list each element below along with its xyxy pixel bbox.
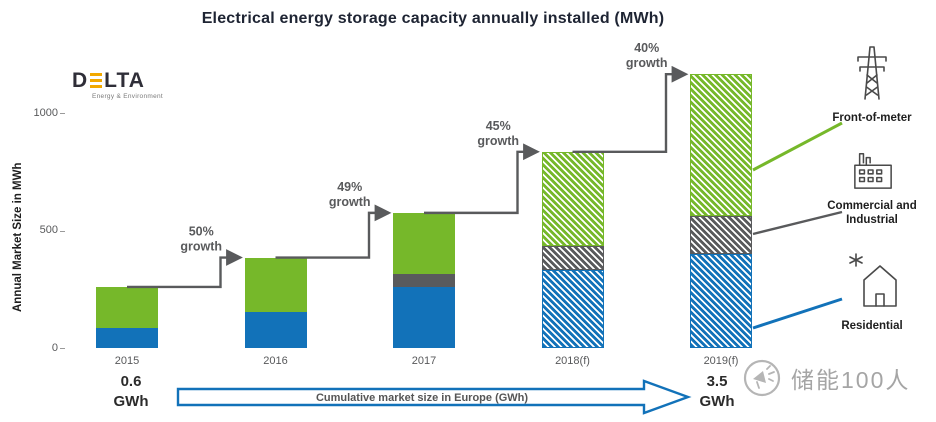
y-axis-title: Annual Market Size in MWh bbox=[12, 162, 24, 312]
logo-letter-d: D bbox=[72, 69, 89, 92]
house-icon bbox=[846, 250, 898, 310]
watermark: 储能100人 bbox=[742, 358, 910, 398]
x-axis-label: 2019(f) bbox=[703, 355, 739, 367]
x-axis-label: 2015 bbox=[114, 355, 140, 367]
y-tick-mark bbox=[60, 230, 65, 232]
x-axis-label: 2016 bbox=[263, 355, 288, 367]
legend-label-front-of-meter: Front-of-meter bbox=[832, 112, 912, 124]
bar-segment-front-of-meter-2017 bbox=[393, 212, 455, 274]
svg-text:40%growth: 40% growth bbox=[626, 41, 668, 70]
bar-segment-front-of-meter-2015 bbox=[96, 286, 158, 329]
cumulative-right-value: 3.5 GWh bbox=[681, 372, 753, 411]
factory-icon bbox=[852, 148, 894, 192]
megaphone-icon bbox=[743, 359, 781, 397]
svg-text:45%growth: 45% growth bbox=[477, 119, 519, 148]
y-tick-mark bbox=[60, 113, 65, 114]
y-tick-label: 500 bbox=[39, 224, 58, 236]
x-axis-label: 2017 bbox=[411, 355, 437, 367]
logo-letters-lta: LTA bbox=[104, 69, 145, 92]
bar-segment-residential-2016 bbox=[244, 311, 307, 348]
delta-logo-wordmark: D LTA bbox=[72, 70, 163, 91]
logo-subtitle: Energy & Environment bbox=[92, 93, 164, 100]
cumulative-left-value: 0.6 GWh bbox=[95, 372, 167, 411]
transmission-tower-icon bbox=[850, 40, 894, 102]
delta-logo: D LTA Energy & Environment bbox=[72, 70, 163, 100]
svg-text:50%growth: 50% growth bbox=[180, 225, 222, 254]
bar-segment-front-of-meter-2016 bbox=[244, 257, 307, 312]
bar-segment-residential-2015 bbox=[96, 328, 158, 348]
y-tick-mark bbox=[60, 348, 65, 349]
bar-segment-residential-2017 bbox=[393, 286, 455, 348]
bar-segment-commercial-and-industrial-2019(f) bbox=[690, 216, 752, 254]
svg-text:49%growth: 49% growth bbox=[329, 180, 371, 209]
chart-title: Electrical energy storage capacity annua… bbox=[201, 10, 665, 27]
bar-segment-commercial-and-industrial-2018(f) bbox=[541, 245, 604, 271]
bar-segment-front-of-meter-2019(f) bbox=[690, 74, 752, 217]
left-gwh-number: 0.6 bbox=[120, 373, 142, 390]
legend-label-residential: Residential bbox=[841, 320, 903, 332]
bar-segment-front-of-meter-2018(f) bbox=[541, 151, 604, 246]
right-gwh-number: 3.5 bbox=[706, 373, 728, 390]
x-axis-label: 2018(f) bbox=[555, 355, 590, 367]
cumulative-arrow-label: Cumulative market size in Europe (GWh) bbox=[316, 392, 528, 404]
cumulative-market-arrow: Cumulative market size in Europe (GWh) bbox=[176, 379, 692, 415]
legend-label-commercial-industrial: Commercial and Industrial bbox=[827, 200, 917, 226]
bar-segment-residential-2019(f) bbox=[690, 254, 752, 348]
logo-e-bars-icon bbox=[90, 72, 103, 89]
y-tick-label: 1000 bbox=[33, 106, 58, 119]
left-gwh-unit: GWh bbox=[113, 392, 149, 410]
y-tick-label: 0 bbox=[51, 341, 58, 354]
right-gwh-unit: GWh bbox=[699, 392, 735, 410]
watermark-text: 储能100人 bbox=[791, 367, 911, 393]
bar-segment-commercial-and-industrial-2017 bbox=[393, 273, 455, 287]
bar-segment-residential-2018(f) bbox=[541, 270, 604, 348]
